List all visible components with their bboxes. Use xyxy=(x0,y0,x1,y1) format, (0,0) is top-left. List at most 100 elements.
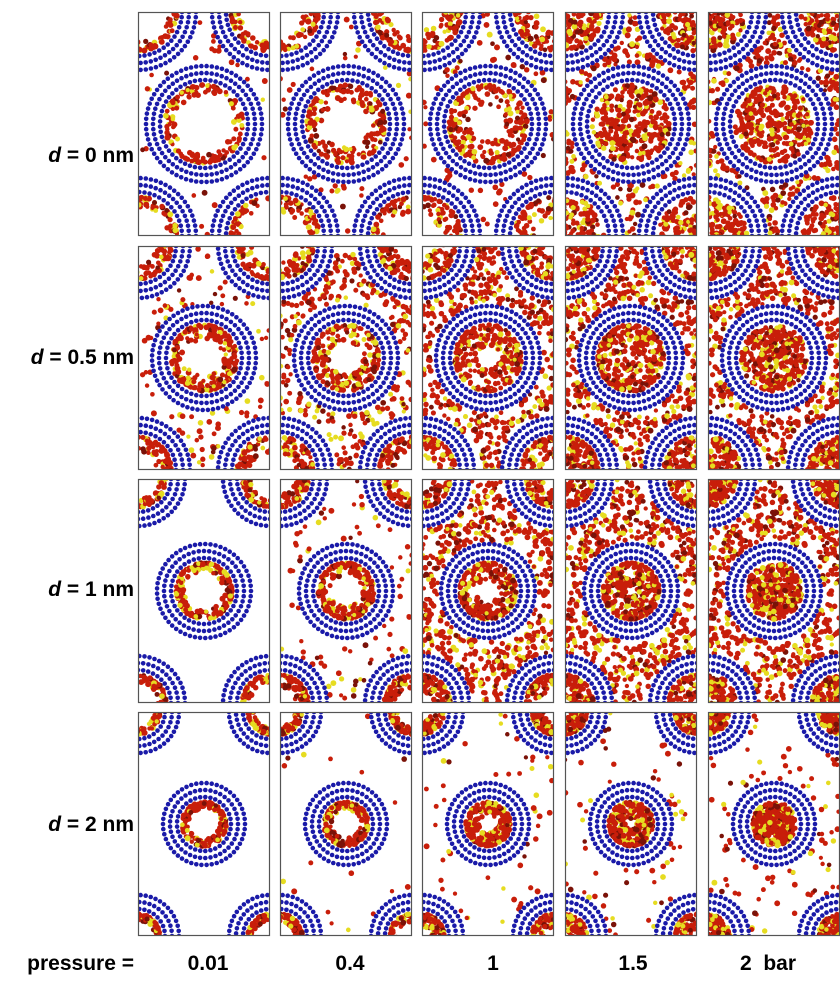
nanotube-atom xyxy=(314,209,319,214)
nanotube-atom xyxy=(174,201,179,206)
adsorbate-molecule xyxy=(306,239,311,244)
adsorbate-molecule xyxy=(271,199,275,203)
nanotube-atom xyxy=(245,63,250,68)
adsorbate-molecule xyxy=(314,2,318,6)
nanotube-atom xyxy=(357,209,362,214)
adsorbate-molecule xyxy=(211,84,216,89)
adsorbate-molecule xyxy=(319,151,324,156)
nanotube-atom xyxy=(363,214,368,219)
nanotube-atom xyxy=(249,156,254,161)
adsorbate-molecule xyxy=(243,0,248,2)
adsorbate-molecule xyxy=(173,4,178,9)
adsorbate-molecule xyxy=(309,241,315,247)
nanotube-atom xyxy=(215,72,220,77)
nanotube-atom xyxy=(175,165,180,170)
adsorbate-molecule xyxy=(458,234,463,239)
adsorbate-molecule xyxy=(239,123,244,128)
nanotube-atom xyxy=(386,197,391,202)
nanotube-atom xyxy=(78,239,83,244)
nanotube-atom xyxy=(406,54,411,59)
nanotube-atom xyxy=(366,2,371,7)
nanotube-atom xyxy=(392,186,397,191)
adsorbate-molecule xyxy=(244,237,249,242)
nanotube-atom xyxy=(104,40,109,45)
nanotube-atom xyxy=(219,218,224,223)
adsorbate-molecule xyxy=(338,84,343,89)
nanotube-atom xyxy=(112,197,117,202)
adsorbate-molecule xyxy=(439,24,443,28)
nanotube-atom xyxy=(153,186,158,191)
nanotube-atom xyxy=(359,239,364,244)
adsorbate-molecule xyxy=(589,7,594,12)
nanotube-atom xyxy=(86,244,91,249)
nanotube-atom xyxy=(468,177,473,182)
nanotube-atom xyxy=(447,155,452,160)
nanotube-atom xyxy=(113,280,118,285)
nanotube-atom xyxy=(397,184,402,189)
nanotube-atom xyxy=(392,106,397,111)
nanotube-atom xyxy=(488,64,493,69)
nanotube-atom xyxy=(289,52,294,57)
adsorbate-molecule xyxy=(579,1,584,6)
nanotube-atom xyxy=(193,20,198,25)
nanotube-atom xyxy=(300,119,305,124)
nanotube-atom xyxy=(189,178,194,183)
adsorbate-molecule xyxy=(534,200,539,205)
adsorbate-molecule xyxy=(254,0,260,6)
nanotube-atom xyxy=(412,285,417,290)
nanotube-atom xyxy=(240,200,245,205)
nanotube-atom xyxy=(100,279,105,284)
adsorbate-molecule xyxy=(560,37,565,42)
nanotube-atom xyxy=(473,65,478,70)
nanotube-atom xyxy=(153,58,158,63)
nanotube-atom xyxy=(320,39,325,44)
nanotube-atom xyxy=(226,221,231,226)
adsorbate-molecule xyxy=(103,8,109,13)
adsorbate-molecule xyxy=(275,273,280,278)
adsorbate-molecule xyxy=(168,22,173,27)
adsorbate-molecule xyxy=(171,11,177,17)
adsorbate-molecule xyxy=(499,98,504,103)
nanotube-atom xyxy=(382,61,387,66)
adsorbate-molecule xyxy=(471,155,476,160)
adsorbate-molecule xyxy=(233,0,238,2)
nanotube-atom xyxy=(233,36,238,41)
nanotube-atom xyxy=(279,54,284,59)
adsorbate-molecule xyxy=(414,213,419,218)
nanotube-atom xyxy=(244,93,249,98)
nanotube-atom xyxy=(177,218,182,223)
adsorbate-molecule xyxy=(506,129,510,133)
adsorbate-molecule xyxy=(240,1,245,6)
adsorbate-molecule xyxy=(485,222,490,227)
adsorbate-molecule xyxy=(520,115,525,120)
nanotube-atom xyxy=(366,236,371,241)
nanotube-atom xyxy=(144,117,149,122)
adsorbate-molecule xyxy=(445,238,449,242)
nanotube-atom xyxy=(291,66,296,71)
nanotube-atom xyxy=(297,156,302,161)
nanotube-atom xyxy=(89,214,94,219)
nanotube-atom xyxy=(96,276,101,281)
adsorbate-molecule xyxy=(458,236,463,241)
adsorbate-molecule xyxy=(295,0,300,1)
adsorbate-molecule xyxy=(560,266,565,271)
nanotube-atom xyxy=(295,137,300,142)
nanotube-atom xyxy=(158,56,163,61)
nanotube-atom xyxy=(378,203,383,208)
adsorbate-molecule xyxy=(450,5,455,10)
adsorbate-molecule xyxy=(554,208,559,213)
nanotube-atom xyxy=(194,5,199,10)
adsorbate-molecule xyxy=(514,224,519,229)
adsorbate-molecule xyxy=(418,257,423,262)
nanotube-atom xyxy=(307,42,312,47)
nanotube-atom xyxy=(252,111,257,116)
adsorbate-molecule xyxy=(212,158,217,163)
adsorbate-molecule xyxy=(445,74,449,78)
nanotube-atom xyxy=(98,32,103,37)
adsorbate-molecule xyxy=(271,199,276,204)
nanotube-atom xyxy=(258,137,263,142)
nanotube-atom xyxy=(375,197,380,202)
nanotube-atom xyxy=(147,101,152,106)
nanotube-atom xyxy=(379,159,384,164)
nanotube-atom xyxy=(542,106,547,111)
